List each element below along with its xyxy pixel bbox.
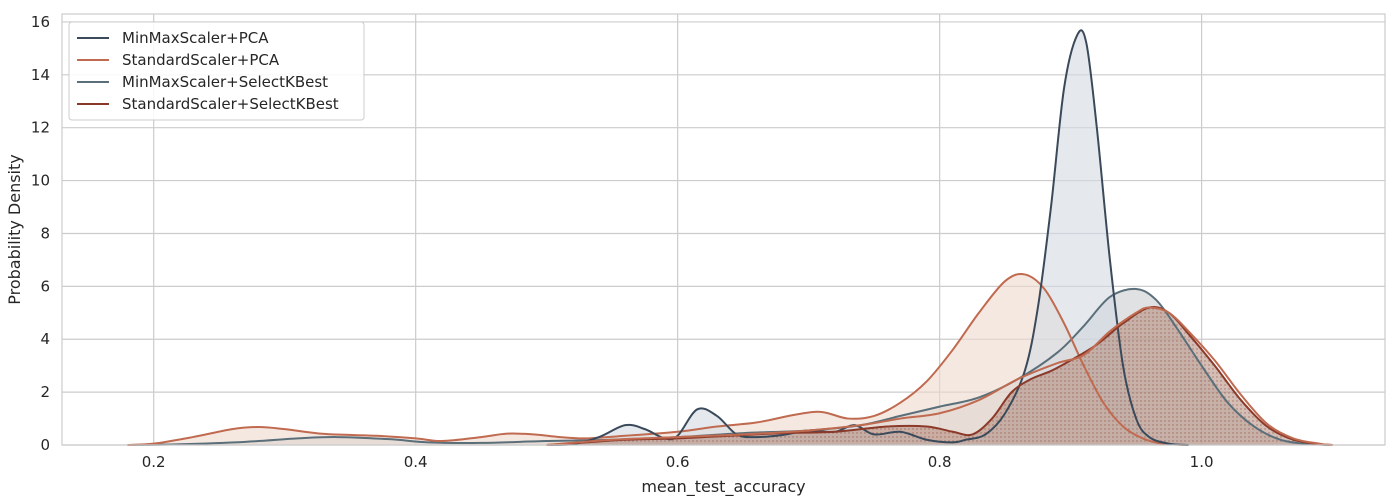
y-tick-label: 4 bbox=[40, 330, 50, 348]
y-tick-label: 8 bbox=[40, 224, 50, 242]
x-axis-label: mean_test_accuracy bbox=[641, 477, 805, 497]
y-tick-label: 0 bbox=[40, 436, 50, 454]
x-tick-label: 1.0 bbox=[1190, 453, 1214, 471]
x-tick-label: 0.4 bbox=[404, 453, 428, 471]
y-tick-label: 16 bbox=[31, 13, 50, 31]
legend-label: MinMaxScaler+SelectKBest bbox=[122, 73, 328, 91]
plot-frame bbox=[61, 13, 1386, 446]
density-line-2 bbox=[127, 287, 1333, 446]
density-line-0 bbox=[546, 29, 1189, 446]
y-tick-label: 12 bbox=[31, 119, 50, 137]
legend: MinMaxScaler+PCA StandardScaler+PCA MinMax… bbox=[68, 21, 365, 121]
y-tick-label: 14 bbox=[31, 66, 50, 84]
x-tick-label: 0.2 bbox=[142, 453, 166, 471]
x-tick-label: 0.6 bbox=[666, 453, 690, 471]
y-axis-label: Probability Density bbox=[5, 154, 24, 305]
x-tick-label: 0.8 bbox=[928, 453, 952, 471]
y-tick-label: 6 bbox=[40, 277, 50, 295]
density-outline-line-0 bbox=[546, 306, 1333, 446]
y-tick-label: 2 bbox=[40, 383, 50, 401]
legend-label: StandardScaler+SelectKBest bbox=[122, 95, 339, 113]
legend-label: MinMaxScaler+PCA bbox=[122, 29, 269, 47]
legend-label: StandardScaler+PCA bbox=[122, 51, 280, 69]
density-area-1 bbox=[127, 274, 1189, 445]
density-area-3 bbox=[546, 306, 1333, 445]
density-line-1 bbox=[127, 273, 1189, 446]
density-areas bbox=[127, 30, 1333, 446]
x-tick-labels: 0.2 0.4 0.6 0.8 1.0 bbox=[142, 453, 1214, 471]
legend-box bbox=[68, 21, 365, 121]
density-lines bbox=[127, 29, 1333, 446]
y-tick-labels: 0 2 4 6 8 10 12 14 16 bbox=[31, 13, 50, 454]
y-tick-label: 10 bbox=[31, 172, 50, 190]
